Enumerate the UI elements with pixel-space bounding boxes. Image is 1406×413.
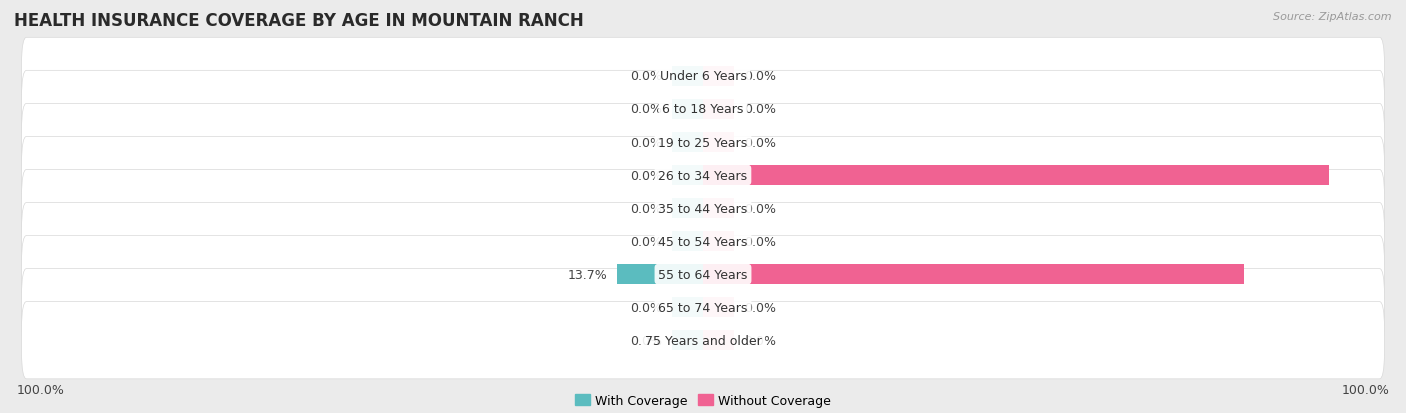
Bar xyxy=(703,297,734,318)
Text: 35 to 44 Years: 35 to 44 Years xyxy=(658,202,748,215)
Legend: With Coverage, Without Coverage: With Coverage, Without Coverage xyxy=(575,394,831,407)
Text: 100.0%: 100.0% xyxy=(1331,169,1379,182)
Bar xyxy=(672,66,703,87)
Text: 100.0%: 100.0% xyxy=(17,384,65,396)
Text: 0.0%: 0.0% xyxy=(744,301,776,314)
Text: 0.0%: 0.0% xyxy=(630,70,662,83)
FancyBboxPatch shape xyxy=(21,236,1385,313)
Text: 0.0%: 0.0% xyxy=(744,136,776,149)
Text: 0.0%: 0.0% xyxy=(630,103,662,116)
Text: 0.0%: 0.0% xyxy=(744,235,776,248)
FancyBboxPatch shape xyxy=(21,203,1385,280)
Text: 0.0%: 0.0% xyxy=(744,103,776,116)
FancyBboxPatch shape xyxy=(21,269,1385,346)
Text: 0.0%: 0.0% xyxy=(630,136,662,149)
Text: 75 Years and older: 75 Years and older xyxy=(644,334,762,347)
FancyBboxPatch shape xyxy=(21,104,1385,181)
FancyBboxPatch shape xyxy=(21,38,1385,115)
Bar xyxy=(672,165,703,186)
Bar xyxy=(672,133,703,153)
Text: 6 to 18 Years: 6 to 18 Years xyxy=(662,103,744,116)
Text: HEALTH INSURANCE COVERAGE BY AGE IN MOUNTAIN RANCH: HEALTH INSURANCE COVERAGE BY AGE IN MOUN… xyxy=(14,12,583,30)
Text: 19 to 25 Years: 19 to 25 Years xyxy=(658,136,748,149)
Bar xyxy=(703,231,734,252)
Text: 86.3%: 86.3% xyxy=(1340,268,1379,281)
Text: 55 to 64 Years: 55 to 64 Years xyxy=(658,268,748,281)
Bar xyxy=(703,100,734,120)
Bar xyxy=(703,165,1329,186)
Bar xyxy=(672,198,703,219)
Text: 65 to 74 Years: 65 to 74 Years xyxy=(658,301,748,314)
Bar xyxy=(703,66,734,87)
Bar xyxy=(703,198,734,219)
Text: 13.7%: 13.7% xyxy=(568,268,607,281)
FancyBboxPatch shape xyxy=(21,71,1385,148)
FancyBboxPatch shape xyxy=(21,170,1385,247)
Text: Source: ZipAtlas.com: Source: ZipAtlas.com xyxy=(1274,12,1392,22)
Text: 0.0%: 0.0% xyxy=(630,334,662,347)
Text: 0.0%: 0.0% xyxy=(630,235,662,248)
Text: 0.0%: 0.0% xyxy=(744,202,776,215)
Bar xyxy=(672,100,703,120)
Bar xyxy=(672,330,703,351)
Bar xyxy=(703,133,734,153)
Bar xyxy=(703,330,734,351)
Text: Under 6 Years: Under 6 Years xyxy=(659,70,747,83)
Text: 100.0%: 100.0% xyxy=(1341,384,1389,396)
Text: 45 to 54 Years: 45 to 54 Years xyxy=(658,235,748,248)
Text: 0.0%: 0.0% xyxy=(744,334,776,347)
Text: 0.0%: 0.0% xyxy=(630,301,662,314)
Bar xyxy=(672,297,703,318)
Bar xyxy=(672,231,703,252)
Text: 0.0%: 0.0% xyxy=(744,70,776,83)
FancyBboxPatch shape xyxy=(21,137,1385,214)
Bar xyxy=(617,264,703,285)
FancyBboxPatch shape xyxy=(21,302,1385,379)
Bar xyxy=(703,264,1243,285)
Text: 0.0%: 0.0% xyxy=(630,169,662,182)
Text: 0.0%: 0.0% xyxy=(630,202,662,215)
Text: 26 to 34 Years: 26 to 34 Years xyxy=(658,169,748,182)
